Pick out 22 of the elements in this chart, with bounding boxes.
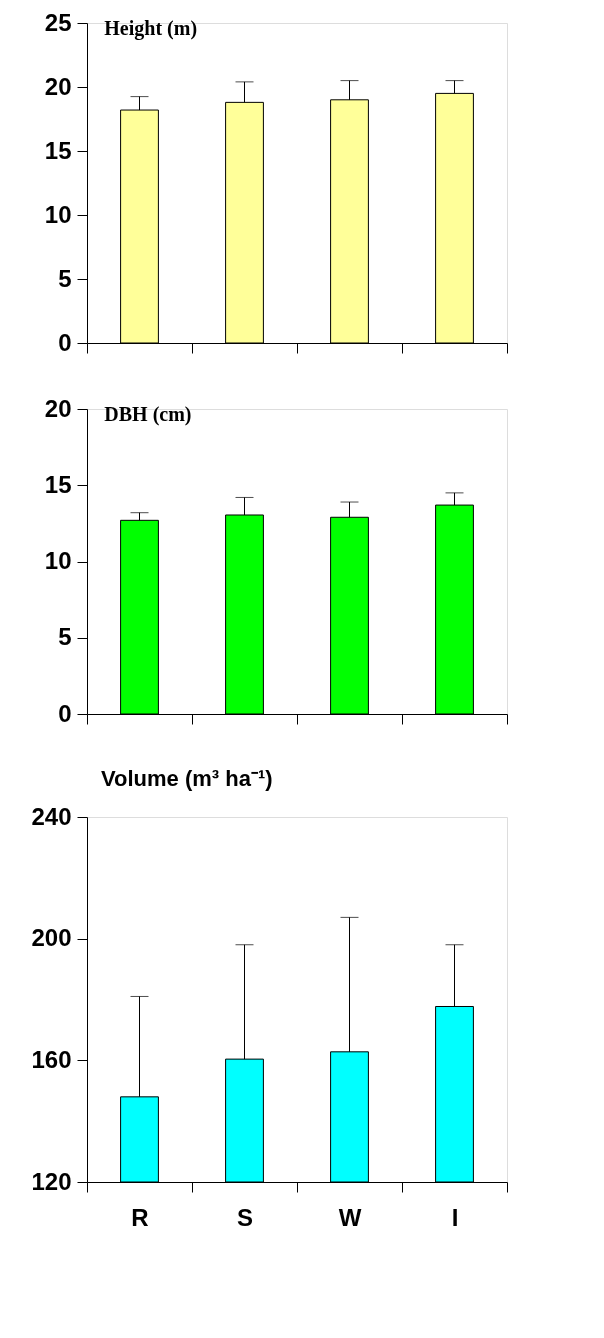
chart-title: Height (m) (104, 17, 198, 40)
y-tick-label: 25 (44, 8, 72, 36)
y-tick-label: 20 (44, 394, 72, 422)
y-tick-label: 240 (31, 802, 72, 830)
y-tick-label: 15 (44, 470, 72, 498)
y-tick-label: 0 (58, 699, 72, 727)
x-tick-label: R (131, 1203, 149, 1231)
chart-title: Volume (m³ ha⁻¹) (100, 766, 273, 791)
x-tick-label: S (236, 1203, 254, 1231)
y-tick-label: 120 (31, 1167, 72, 1195)
y-tick-label: 10 (44, 200, 72, 228)
x-tick-label: I (451, 1203, 459, 1231)
y-tick-label: 20 (44, 72, 72, 100)
y-tick-label: 15 (44, 136, 72, 164)
chart-title: DBH (cm) (104, 403, 192, 426)
y-tick-label: 0 (58, 328, 72, 356)
y-tick-label: 10 (44, 547, 72, 574)
y-tick-label: 5 (58, 264, 72, 292)
y-tick-label: 160 (31, 1045, 72, 1073)
y-tick-label: 5 (58, 623, 72, 651)
y-tick-label: 200 (31, 924, 72, 952)
x-tick-label: W (338, 1203, 362, 1231)
